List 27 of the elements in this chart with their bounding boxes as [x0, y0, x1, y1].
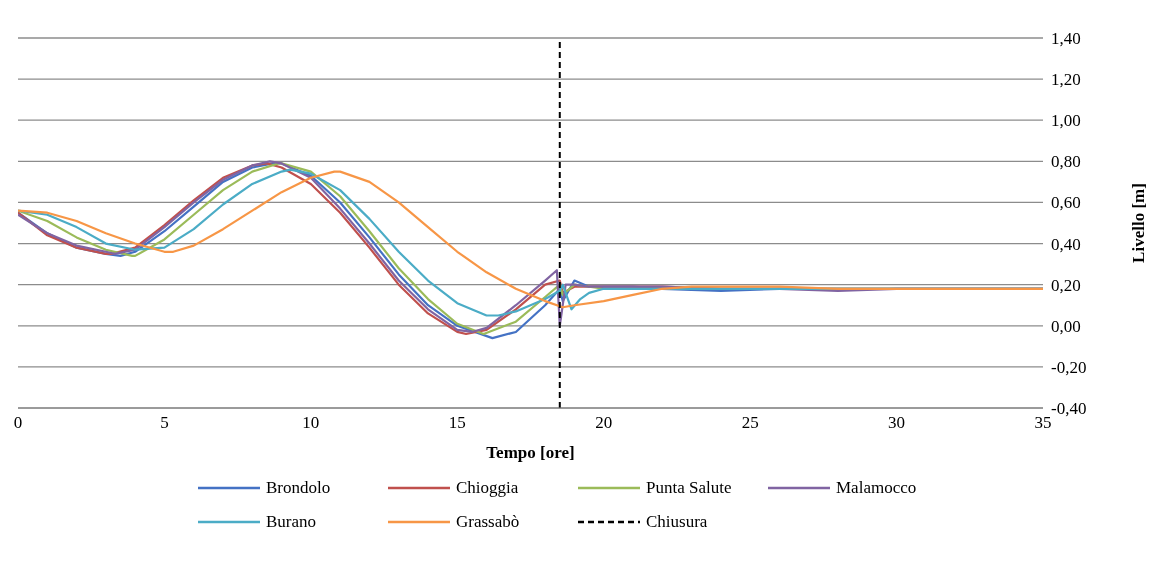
y-tick-label: 0,60 [1051, 193, 1081, 213]
y-tick-label: 1,40 [1051, 29, 1081, 49]
x-tick-label: 0 [13, 413, 23, 433]
legend-label: Chiusura [646, 512, 708, 532]
legend-label: Brondolo [266, 478, 331, 498]
x-tick-label: 10 [302, 413, 320, 433]
y-tick-label: 1,20 [1051, 70, 1081, 90]
y-tick-label: 0,20 [1051, 275, 1081, 295]
legend-label: Punta Salute [646, 478, 732, 498]
legend-label: Malamocco [836, 478, 917, 498]
legend-label: Burano [266, 512, 317, 532]
legend-label: Chioggia [456, 478, 519, 498]
x-axis-title: Tempo [ore] [486, 443, 575, 462]
y-tick-label: -0,20 [1051, 357, 1087, 377]
y-tick-label: -0,40 [1051, 399, 1087, 419]
x-tick-label: 35 [1034, 413, 1052, 433]
legend-label: Grassabò [456, 512, 520, 532]
x-tick-label: 20 [595, 413, 613, 433]
y-tick-label: 0,40 [1051, 234, 1081, 254]
y-tick-label: 0,00 [1051, 316, 1081, 336]
y-tick-label: 1,00 [1051, 111, 1081, 131]
y-axis-title: Livello [m] [1129, 183, 1149, 263]
y-tick-label: 0,80 [1051, 152, 1081, 172]
x-tick-label: 5 [160, 413, 169, 433]
x-tick-label: 15 [448, 413, 466, 433]
x-tick-label: 30 [888, 413, 906, 433]
x-tick-label: 25 [741, 413, 759, 433]
